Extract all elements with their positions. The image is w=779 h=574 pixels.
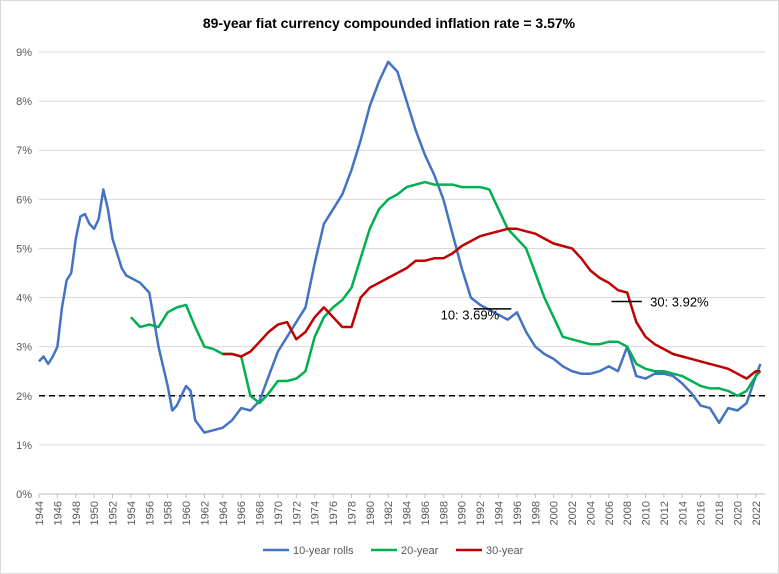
- x-tick-label: 1962: [199, 501, 211, 525]
- chart-title: 89-year fiat currency compounded inflati…: [203, 15, 576, 31]
- y-tick-label: 6%: [16, 194, 32, 206]
- series-20-year-line: [129, 180, 762, 405]
- x-tick-label: 2004: [585, 501, 597, 525]
- x-tick-label: 1986: [420, 501, 432, 525]
- series-10-year-line: [38, 60, 762, 434]
- x-tick-label: 1958: [163, 501, 175, 525]
- x-tick-label: 1952: [108, 501, 120, 525]
- x-tick-label: 1956: [144, 501, 156, 525]
- x-tick-label: 1966: [236, 501, 248, 525]
- x-tick-label: 1996: [512, 501, 524, 525]
- legend-label: 30-year: [486, 545, 524, 557]
- x-tick-label: 2012: [659, 501, 671, 525]
- y-tick-label: 3%: [16, 342, 32, 354]
- annotations: 10: 3.69% 30: 3.92%: [441, 294, 710, 322]
- y-tick-label: 0%: [16, 489, 32, 501]
- legend-label: 10-year rolls: [293, 545, 354, 557]
- y-tick-label: 4%: [16, 293, 32, 305]
- x-tick-label: 1944: [34, 501, 46, 525]
- series-30-year-line: [222, 227, 761, 380]
- x-tick-label: 1990: [457, 501, 469, 525]
- y-tick-label: 5%: [16, 243, 32, 255]
- y-tick-label: 7%: [16, 145, 32, 157]
- x-tick-label: 2016: [696, 501, 708, 525]
- x-axis-ticks: 1944 1946 1948 1950 1952 1954 1956 1958 1960 1962…: [34, 501, 763, 525]
- y-tick-label: 8%: [16, 96, 32, 108]
- x-tick-label: 1954: [126, 501, 138, 525]
- x-tick-label: 1978: [346, 501, 358, 525]
- x-tick-label: 1994: [493, 501, 505, 525]
- x-tick-label: 2000: [549, 501, 561, 525]
- x-tick-label: 1984: [402, 501, 414, 525]
- annotation-label: 10: 3.69%: [441, 308, 500, 323]
- x-axis: [38, 493, 765, 498]
- x-tick-label: 1964: [218, 501, 230, 525]
- x-tick-label: 1988: [438, 501, 450, 525]
- x-tick-label: 2008: [622, 501, 634, 525]
- x-tick-label: 2006: [604, 501, 616, 525]
- series-lines: [38, 60, 762, 434]
- x-tick-label: 1998: [530, 501, 542, 525]
- x-tick-label: 2014: [677, 501, 689, 525]
- legend: 10-year rolls 20-year 30-year: [263, 545, 524, 557]
- x-tick-label: 1974: [310, 501, 322, 525]
- y-tick-label: 9%: [16, 47, 32, 59]
- x-tick-label: 2022: [751, 501, 763, 525]
- x-tick-label: 1976: [328, 501, 340, 525]
- x-tick-label: 1992: [475, 501, 487, 525]
- x-tick-label: 1982: [383, 501, 395, 525]
- x-tick-label: 2010: [641, 501, 653, 525]
- y-gridlines: [39, 51, 765, 446]
- x-tick-label: 1972: [291, 501, 303, 525]
- x-tick-label: 2018: [714, 501, 726, 525]
- y-tick-label: 2%: [16, 391, 32, 403]
- x-tick-label: 1970: [273, 501, 285, 525]
- x-tick-label: 1946: [52, 501, 64, 525]
- legend-label: 20-year: [401, 545, 439, 557]
- x-tick-label: 1950: [89, 501, 101, 525]
- x-tick-label: 2002: [567, 501, 579, 525]
- x-tick-label: 1948: [71, 501, 83, 525]
- annotation-label: 30: 3.92%: [650, 294, 709, 309]
- y-axis-ticks: 0% 1% 2% 3% 4% 5% 6% 7% 8% 9%: [16, 47, 32, 501]
- x-tick-label: 1968: [255, 501, 267, 525]
- x-tick-label: 1960: [181, 501, 193, 525]
- y-tick-label: 1%: [16, 440, 32, 452]
- x-tick-label: 2020: [732, 501, 744, 525]
- x-tick-label: 1980: [365, 501, 377, 525]
